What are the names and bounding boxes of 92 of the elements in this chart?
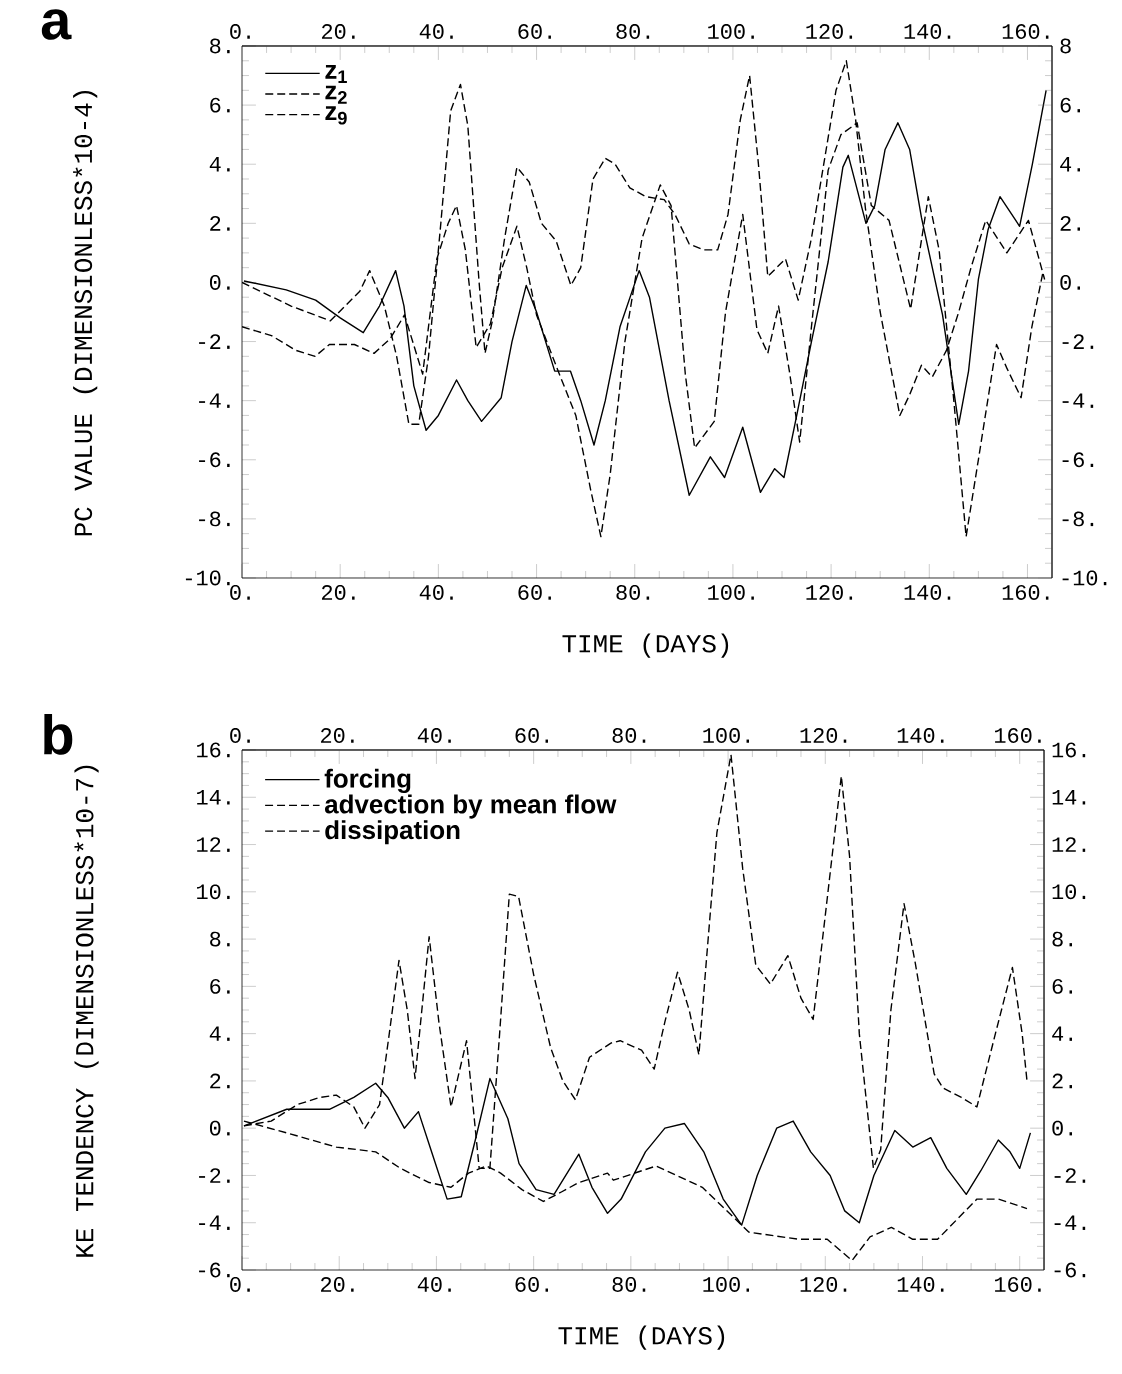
x-tick-label: 20. [321,1277,354,1292]
legend-label: z$_{2}$ [325,85,347,104]
x2-tick-label: 40. [417,728,451,743]
x-tick-label: 0. [230,1277,250,1292]
chart-title: b [44,713,73,755]
x2-tick-label: 20. [321,728,354,743]
y-tick-label: -4. [199,393,230,408]
y-axis-title: KE TENDENCY (DIMENSIONLESS*10-7) [74,765,99,1257]
y-tick-label: -8. [199,511,230,527]
legend-label: forcing [324,768,411,794]
y2-tick-label: 12. [1052,837,1086,852]
x-axis-title: TIME (DAYS) [562,633,729,658]
x2-tick-label: 120. [806,585,853,600]
y-tick-label: 14. [197,790,230,805]
x2-tick-label: 100. [708,585,754,600]
x-tick-label: 60. [518,24,551,39]
y-tick-label: 0. [209,275,230,290]
x-tick-label: 140. [904,24,951,39]
legend-label: z$_{9}$ [325,106,347,125]
y-tick-label: 4. [209,1026,230,1041]
y2-tick-label: 0. [1052,1120,1073,1136]
y-axis-title: PC VALUE (DIMENSIONLESS*10-4) [73,91,98,536]
legend-label: z$_{1}$ [325,65,347,83]
x2-tick-label: 80. [612,728,646,743]
x2-tick-label: 80. [616,585,650,600]
y-tick-label: 2. [210,1073,230,1089]
y2-tick-label: 8. [1052,931,1073,947]
x-tick-label: 40. [417,1277,451,1292]
y2-tick-label: -2. [1062,334,1094,349]
y-tick-label: -2. [199,1168,230,1183]
legend-label: dissipation [325,820,460,845]
x-tick-label: 160. [995,1277,1041,1292]
x-tick-label: 60. [515,1277,549,1292]
x2-tick-label: 100. [703,728,750,743]
y-tick-label: 6. [210,978,230,994]
y-tick-label: 0. [209,1120,230,1136]
x-tick-label: 100. [703,1277,750,1292]
x-axis-title: TIME (DAYS) [558,1325,725,1350]
y-tick-label: -2. [199,334,230,349]
x2-tick-label: 60. [515,728,549,743]
x2-tick-label: 60. [518,585,551,600]
x2-tick-label: 20. [321,585,355,600]
y2-tick-label: -6. [1054,1262,1086,1278]
y2-tick-label: -8. [1062,511,1094,527]
x-tick-label: 160. [1002,24,1049,39]
x2-tick-label: 40. [419,585,453,600]
y-tick-label: 8. [210,931,230,947]
x2-tick-label: 140. [904,585,951,600]
x2-tick-label: 140. [897,728,944,743]
x2-tick-label: 160. [1002,585,1049,600]
y2-tick-label: 4. [1060,156,1081,172]
y2-tick-label: -4. [1054,1215,1086,1230]
y-tick-label: -10. [185,570,230,586]
y2-tick-label: 4. [1052,1026,1073,1041]
y2-tick-label: 6. [1060,97,1081,113]
x-tick-label: 20. [321,24,355,39]
y2-tick-label: -4. [1062,393,1094,408]
y-tick-label: 12. [197,837,230,852]
y-tick-label: 10. [197,884,230,900]
y2-tick-label: 6. [1052,978,1073,994]
y-tick-label: 8. [210,38,230,54]
x-tick-label: 120. [800,1277,847,1292]
y-tick-label: 4. [209,156,230,172]
x-tick-label: 40. [419,24,453,39]
x-tick-label: 140. [897,1277,944,1292]
x-tick-label: 100. [708,24,754,39]
y-tick-label: -6. [199,452,230,468]
y2-tick-label: 2. [1052,1073,1073,1089]
legend-label: advection by mean flow [324,794,617,819]
x-tick-label: 80. [616,24,650,39]
x-tick-label: 120. [806,24,853,39]
x2-tick-label: 0. [230,585,250,600]
y-tick-label: 16. [197,742,230,758]
y2-tick-label: -10. [1062,570,1107,586]
y2-tick-label: 16. [1052,742,1086,758]
x2-tick-label: 120. [800,728,847,743]
y2-tick-label: -2. [1054,1168,1086,1183]
y2-tick-label: 8 [1060,38,1071,54]
y-tick-label: -4. [199,1215,230,1230]
x2-tick-label: 160. [995,728,1041,743]
y2-tick-label: -6. [1062,452,1094,468]
y2-tick-label: 0. [1060,275,1081,290]
x2-tick-label: 0. [230,728,250,743]
chart-title: a [41,9,72,40]
x-tick-label: 0. [230,24,250,39]
y2-tick-label: 10. [1052,884,1086,900]
y2-tick-label: 14. [1052,790,1086,805]
x-tick-label: 80. [612,1277,646,1292]
y2-tick-label: 2. [1060,216,1081,231]
y-tick-label: 2. [210,216,230,231]
y-tick-label: -6. [199,1262,230,1278]
y-tick-label: 6. [210,97,230,113]
